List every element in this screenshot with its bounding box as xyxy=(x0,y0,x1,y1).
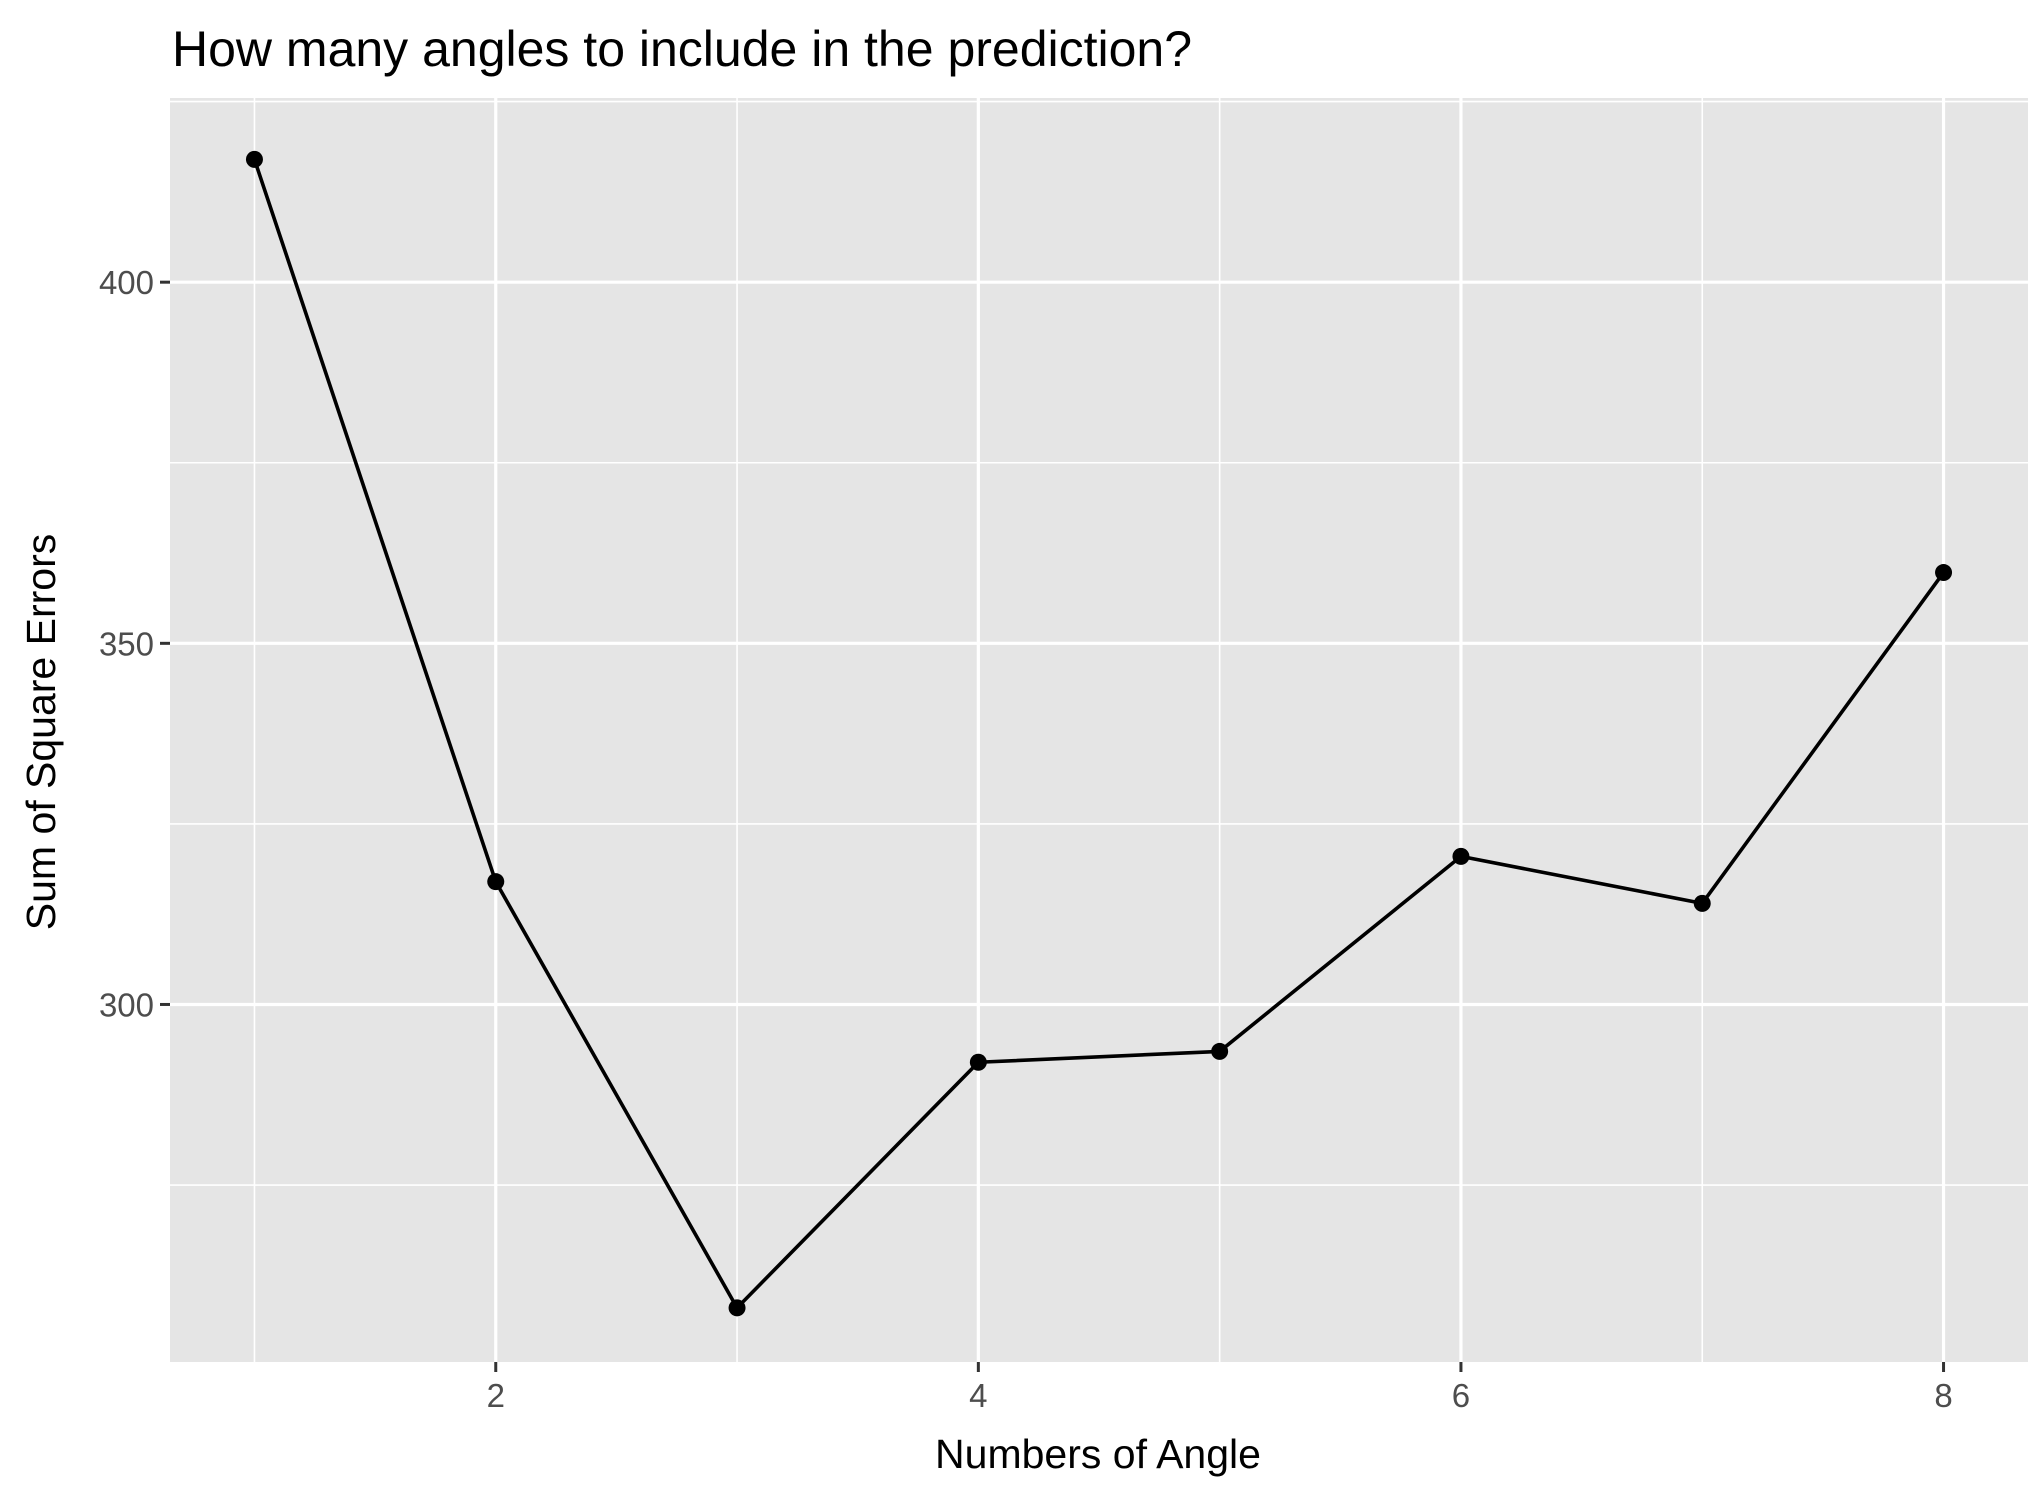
y-tick-label: 300 xyxy=(99,986,154,1023)
plot-panel xyxy=(170,98,2028,1362)
data-point xyxy=(728,1299,746,1317)
data-point xyxy=(1452,847,1470,865)
minor-gridlines xyxy=(170,98,2028,1362)
y-tick-label: 350 xyxy=(99,625,154,662)
y-axis: 300 350 400 xyxy=(99,264,170,1023)
x-axis: 2 4 6 8 xyxy=(487,1362,1953,1414)
major-gridlines xyxy=(170,98,2028,1362)
data-point xyxy=(1211,1042,1229,1060)
x-tick-label: 6 xyxy=(1452,1377,1470,1414)
data-point xyxy=(487,873,505,891)
series-line xyxy=(252,157,1946,1310)
series-layer xyxy=(245,150,1953,1317)
data-point xyxy=(1693,894,1711,912)
y-axis-title: Sum of Square Errors xyxy=(18,534,64,931)
data-point xyxy=(1935,564,1953,582)
y-tick-label: 400 xyxy=(99,264,154,301)
x-tick-label: 8 xyxy=(1934,1377,1952,1414)
x-axis-title: Numbers of Angle xyxy=(935,1431,1261,1477)
x-tick-label: 2 xyxy=(487,1377,505,1414)
data-point xyxy=(245,150,263,168)
chart-title: How many angles to include in the predic… xyxy=(172,21,1192,77)
data-point xyxy=(969,1053,987,1071)
x-tick-label: 4 xyxy=(969,1377,987,1414)
